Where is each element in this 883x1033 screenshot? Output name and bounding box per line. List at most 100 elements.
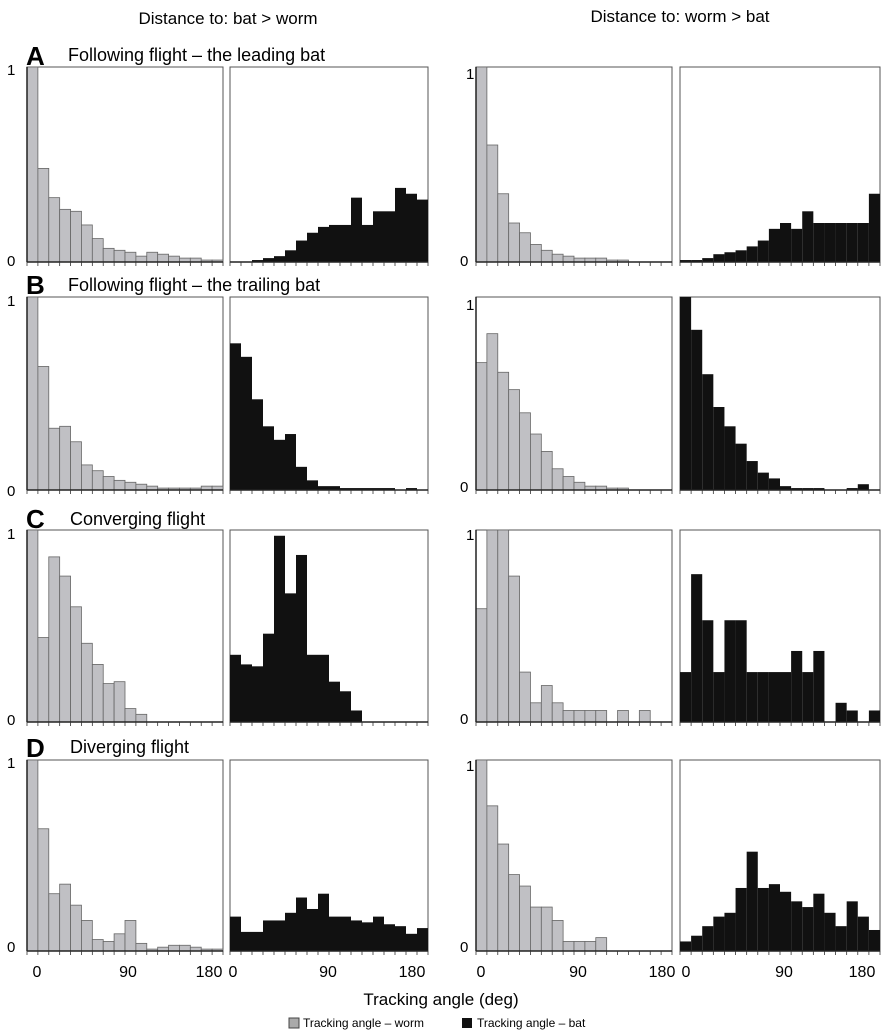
bar-c-right-bat-0 (680, 672, 692, 722)
bar-b-right-worm-80 (562, 476, 575, 491)
bar-a-right-bat-20 (702, 258, 714, 262)
bar-d-right-bat-110 (802, 907, 814, 951)
bar-b-left-worm-50 (81, 464, 93, 491)
bar-b-left-bat-130 (373, 488, 384, 490)
bar-c-right-bat-170 (868, 710, 880, 722)
bar-d-left-worm-0 (26, 759, 39, 952)
bar-d-right-bat-50 (735, 887, 747, 951)
bar-b-right-bat-30 (713, 407, 725, 490)
bar-b-left-bat-100 (340, 488, 351, 490)
bar-c-right-bat-30 (713, 672, 725, 722)
bar-d-left-bat-60 (296, 897, 307, 951)
bar-b-right-bat-60 (746, 461, 758, 490)
bar-a-left-bat-90 (329, 224, 340, 262)
bar-a-left-worm-100 (135, 255, 148, 263)
bar-c-right-worm-80 (562, 710, 575, 723)
bar-c-left-worm-70 (102, 683, 115, 723)
bar-a-left-bat-110 (351, 197, 362, 262)
y-tick-0-row-a-right: 0 (460, 253, 468, 270)
bar-a-left-bat-60 (296, 240, 307, 262)
bar-c-left-bat-10 (241, 664, 252, 722)
x-tick-90-left-worm: 90 (119, 964, 137, 981)
bar-c-right-worm-110 (595, 710, 608, 723)
bar-d-right-bat-130 (824, 912, 836, 951)
y-tick-0-row-a-left: 0 (7, 253, 15, 270)
bar-a-left-bat-80 (318, 226, 329, 262)
bar-d-left-worm-20 (48, 893, 61, 952)
y-tick-0-row-c-right: 0 (460, 711, 468, 728)
bar-a-left-worm-60 (91, 238, 104, 263)
bar-d-right-worm-80 (562, 941, 575, 952)
panel-letter-d: D (26, 733, 45, 763)
bar-c-left-bat-30 (263, 633, 274, 722)
y-tick-0-row-c-left: 0 (7, 712, 15, 729)
bar-d-right-worm-40 (519, 885, 531, 952)
bar-c-right-worm-10 (486, 529, 499, 723)
y-tick-1-row-c-right: 1 (466, 527, 474, 544)
x-tick-180-left-worm: 180 (196, 964, 223, 981)
bar-c-left-bat-80 (318, 654, 329, 722)
bar-a-right-bat-80 (768, 228, 780, 262)
bar-a-left-worm-30 (59, 208, 71, 263)
bar-c-right-bat-140 (835, 702, 847, 722)
bar-b-right-worm-20 (497, 371, 510, 491)
bar-a-right-bat-30 (713, 254, 725, 262)
bar-c-left-bat-0 (230, 654, 241, 722)
bar-b-left-bat-60 (296, 466, 307, 490)
bar-d-left-worm-40 (70, 904, 82, 952)
bar-a-right-worm-60 (540, 249, 553, 263)
bar-d-right-worm-90 (573, 941, 586, 952)
bar-b-right-bat-110 (802, 488, 814, 490)
bar-a-right-bat-100 (791, 228, 803, 262)
bar-d-left-bat-130 (373, 916, 384, 951)
y-tick-1-row-d-left: 1 (7, 755, 15, 772)
histogram-d-right-bat (679, 759, 881, 955)
bar-d-right-bat-30 (713, 916, 725, 951)
bar-b-right-worm-50 (530, 433, 542, 491)
bar-b-right-bat-20 (702, 374, 714, 490)
bar-a-left-worm-20 (48, 197, 61, 263)
bar-a-left-worm-10 (37, 167, 50, 263)
panel-letter-a: A (26, 41, 45, 71)
histogram-c-right-bat (679, 529, 881, 726)
bar-a-right-worm-20 (497, 193, 510, 263)
x-axis-label: Tracking angle (deg) (363, 990, 518, 1009)
bar-a-left-bat-150 (395, 187, 406, 262)
bar-a-left-worm-130 (168, 255, 180, 263)
x-tick-0-right-bat: 0 (682, 964, 691, 981)
bar-b-left-worm-100 (135, 483, 148, 491)
bar-d-left-bat-20 (252, 931, 263, 951)
bar-d-right-bat-90 (780, 891, 792, 951)
bar-c-right-bat-150 (846, 710, 858, 722)
bar-b-right-bat-40 (724, 426, 736, 490)
bar-c-right-worm-30 (508, 575, 520, 723)
row-title-c: Converging flight (70, 509, 205, 529)
bar-c-left-worm-30 (59, 575, 71, 723)
bar-d-right-bat-150 (846, 901, 858, 951)
bar-d-left-bat-50 (285, 912, 296, 951)
y-tick-0-row-d-left: 0 (7, 939, 15, 956)
x-tick-180-right-bat: 180 (849, 964, 876, 981)
bar-d-left-bat-120 (362, 922, 373, 951)
bar-d-left-worm-10 (37, 828, 50, 952)
histogram-c-left-worm (26, 529, 224, 726)
bar-b-right-worm-40 (519, 412, 531, 491)
row-title-d: Diverging flight (70, 737, 189, 757)
bar-d-right-bat-170 (868, 929, 880, 951)
bar-c-right-bat-120 (813, 650, 825, 722)
bar-b-left-worm-80 (113, 479, 126, 491)
legend-swatch-worm (288, 1017, 300, 1029)
bar-d-right-worm-0 (475, 759, 488, 952)
bar-c-right-worm-40 (519, 671, 531, 723)
bar-d-right-worm-100 (584, 941, 597, 952)
y-tick-1-row-a-left: 1 (7, 62, 15, 79)
bar-b-right-bat-90 (780, 486, 792, 490)
bar-b-right-bat-100 (791, 488, 803, 490)
bar-d-right-worm-60 (540, 906, 553, 952)
bar-c-left-worm-50 (81, 642, 93, 723)
bar-b-right-bat-70 (757, 472, 769, 490)
bar-a-left-bat-20 (252, 260, 263, 262)
x-tick-0-left-worm: 0 (33, 964, 42, 981)
bar-c-left-bat-100 (340, 691, 351, 722)
bar-a-right-worm-80 (562, 255, 575, 263)
